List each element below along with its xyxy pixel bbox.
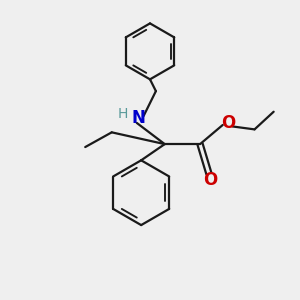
Text: O: O [221,115,235,133]
Text: H: H [118,107,128,121]
Text: O: O [203,171,218,189]
Text: N: N [131,109,145,127]
